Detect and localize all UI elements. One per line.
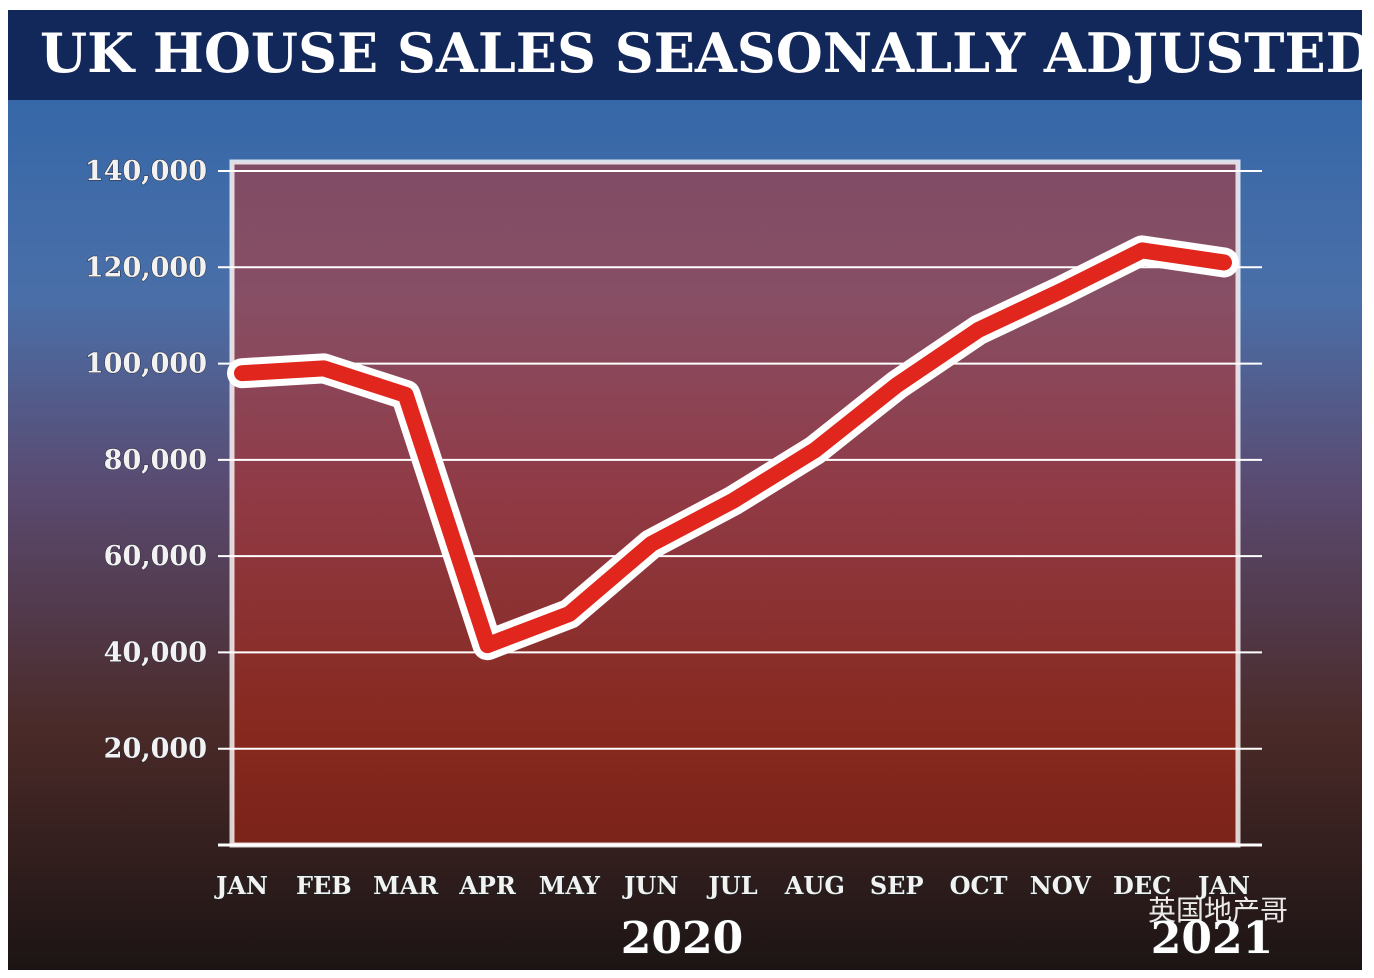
year-label: 2020 xyxy=(621,913,743,964)
y-tick-label: 80,000 xyxy=(104,445,207,476)
x-tick-label: JUN xyxy=(622,871,678,900)
x-tick-label: FEB xyxy=(296,871,352,900)
y-tick-label: 100,000 xyxy=(85,349,207,380)
x-tick-label: OCT xyxy=(950,871,1008,900)
x-tick-label: SEP xyxy=(870,871,924,900)
x-tick-label: JAN xyxy=(214,871,268,900)
y-tick-label: 20,000 xyxy=(104,734,207,765)
year-label: 2021 xyxy=(1151,913,1273,964)
y-tick-label: 120,000 xyxy=(85,252,207,283)
x-tick-label: APR xyxy=(458,871,517,900)
x-tick-label: AUG xyxy=(784,871,845,900)
y-tick-label: 60,000 xyxy=(104,541,207,572)
x-tick-label: MAY xyxy=(539,871,601,900)
x-tick-label: JAN xyxy=(1196,871,1250,900)
line xyxy=(234,242,1232,654)
x-tick-label: JUL xyxy=(706,871,757,900)
y-tick-label: 140,000 xyxy=(85,156,207,187)
y-tick-label: 40,000 xyxy=(104,637,207,668)
chart-title: UK HOUSE SALES SEASONALLY ADJUSTED xyxy=(40,21,1372,85)
title-bar xyxy=(8,10,1362,100)
x-tick-label: DEC xyxy=(1113,871,1171,900)
x-tick-label: MAR xyxy=(373,871,439,900)
x-tick-label: NOV xyxy=(1030,871,1091,900)
watermark: 英国地产哥 xyxy=(1148,894,1288,927)
